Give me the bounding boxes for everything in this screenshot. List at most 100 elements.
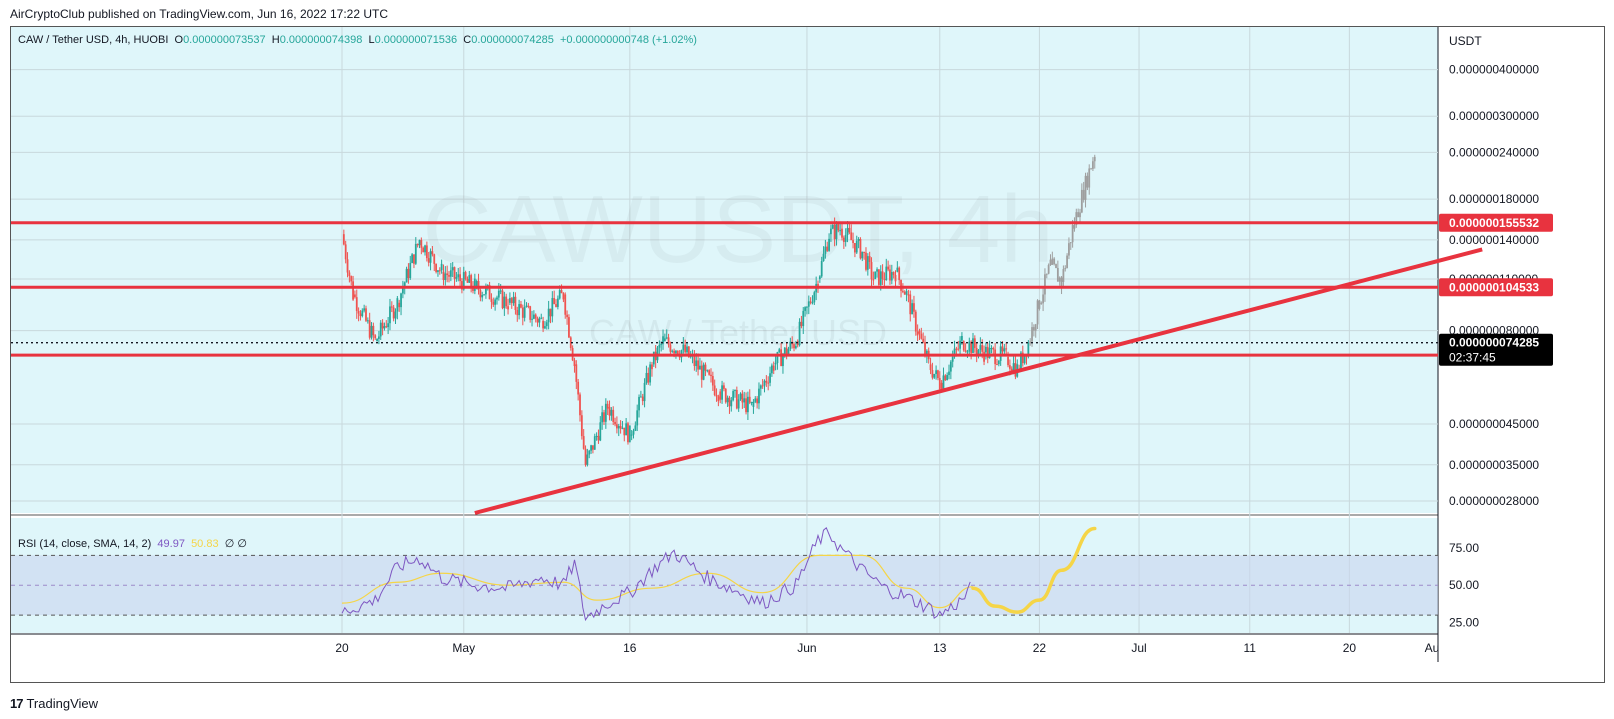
candle-body (461, 281, 463, 290)
candle-body (621, 427, 624, 429)
candle-body (427, 258, 430, 263)
change-value: +0.000000000748 (+1.02%) (559, 34, 697, 46)
candle-body (883, 278, 886, 281)
candle-body (890, 272, 893, 281)
candle-body (536, 318, 539, 323)
candle-body (961, 335, 963, 341)
candle-body (863, 251, 866, 253)
candle-body (1038, 300, 1041, 309)
candle-body (970, 341, 973, 353)
candle-body (405, 268, 408, 283)
candle-body (702, 364, 705, 380)
candle-body (497, 290, 500, 298)
candle-body (444, 273, 447, 281)
candle-body (604, 403, 607, 422)
candle-body (887, 266, 890, 270)
candle-body (743, 398, 746, 403)
candle-body (1075, 212, 1078, 226)
candle-body (503, 296, 506, 309)
candle-body (706, 370, 709, 372)
candle-body (663, 338, 666, 342)
candle-body (510, 298, 513, 304)
time-tick-label: 16 (623, 641, 637, 655)
candle-body (579, 394, 581, 416)
candle-body (948, 371, 950, 375)
candle-body (464, 272, 467, 280)
candle-body (865, 252, 867, 270)
candle-body (772, 365, 775, 371)
candle-body (433, 254, 436, 264)
candle-body (1092, 161, 1094, 169)
candle-body (977, 349, 980, 355)
candle-body (1082, 189, 1085, 200)
candle-body (1008, 365, 1011, 369)
candle-body (1053, 258, 1056, 265)
price-tick-label: 0.000000180000 (1449, 192, 1539, 206)
candle-body (844, 234, 847, 242)
candle-body (1044, 274, 1046, 295)
candle-body (695, 360, 698, 367)
candle-body (1051, 258, 1054, 265)
footer-brand[interactable]: 17 TradingView (10, 696, 98, 711)
candle-body (1060, 277, 1063, 287)
candle-body (986, 346, 989, 359)
candle-body (673, 350, 675, 354)
candle-body (413, 254, 415, 264)
candle-body (1084, 175, 1087, 200)
candle-body (992, 347, 995, 350)
candle-body (1079, 212, 1081, 218)
candle-body (639, 396, 642, 398)
candle-body (770, 365, 773, 374)
candle-body (401, 287, 404, 294)
candle-body (599, 422, 602, 441)
candle-body (652, 351, 655, 365)
candle-body (774, 363, 777, 365)
candle-body (381, 322, 384, 329)
price-tick-label: 0.000000400000 (1449, 63, 1539, 77)
candle-body (459, 274, 461, 282)
time-tick-label: May (452, 641, 475, 655)
candle-body (1077, 212, 1080, 218)
candle-body (916, 331, 919, 336)
candle-body (342, 234, 345, 245)
candle-body (512, 296, 515, 304)
candle-body (806, 306, 808, 308)
candle-body (595, 435, 598, 437)
candle-body (660, 343, 663, 345)
time-tick-label: 13 (933, 641, 947, 655)
candle-body (937, 370, 939, 379)
candle-body (628, 425, 631, 443)
candle-body (354, 294, 356, 298)
candle-body (551, 298, 554, 317)
candle-body (907, 294, 910, 296)
candle-body (951, 356, 954, 362)
candle-body (575, 364, 578, 382)
candle-body (675, 350, 677, 354)
candle-body (1031, 327, 1033, 342)
countdown-label: 02:37:45 (1449, 351, 1496, 365)
candle-body (793, 344, 795, 349)
candle-body (488, 285, 491, 300)
candle-body (665, 337, 668, 339)
candle-body (617, 425, 620, 429)
candle-body (876, 269, 878, 272)
watermark-small: CAW / Tether USD (589, 312, 887, 353)
candle-body (972, 338, 974, 353)
current-price-label: 0.000000074285 (1449, 336, 1539, 350)
candle-body (737, 399, 740, 409)
candle-body (544, 326, 546, 329)
candle-body (848, 227, 851, 233)
candle-body (411, 254, 414, 263)
candle-body (641, 396, 644, 402)
candle-body (516, 309, 519, 316)
candle-body (366, 320, 369, 322)
candle-body (1036, 300, 1039, 325)
candle-body (704, 364, 707, 371)
candle-body (647, 372, 650, 383)
currency-label: USDT (1449, 34, 1482, 48)
rsi-legend-label: RSI (14, close, SMA, 14, 2) (18, 538, 152, 550)
candle-body (975, 348, 978, 355)
candle-body (496, 297, 498, 300)
candle-body (717, 396, 720, 402)
